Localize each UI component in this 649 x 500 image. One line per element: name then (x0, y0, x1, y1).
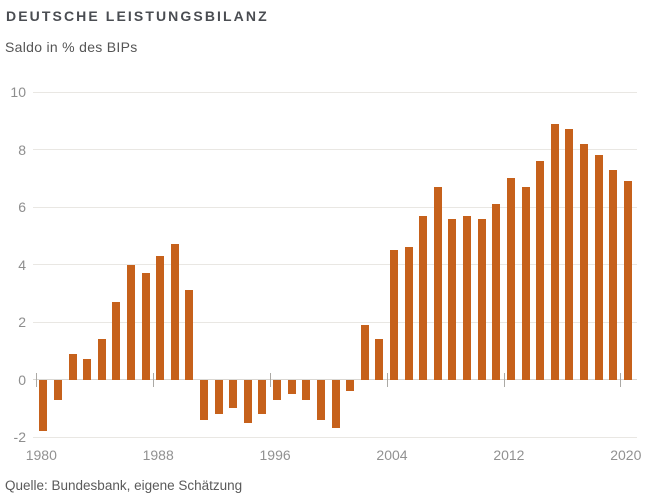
source-note: Quelle: Bundesbank, eigene Schätzung (5, 478, 243, 493)
bar-2002 (360, 324, 369, 380)
y-axis-label--2: -2 (13, 429, 26, 445)
bar-2011 (492, 204, 501, 380)
bar-2003 (375, 339, 384, 380)
bar-2009 (463, 215, 472, 380)
y-axis-label-10: 10 (10, 84, 26, 100)
bar-1995 (258, 379, 267, 414)
x-axis-label-1988: 1988 (142, 447, 174, 463)
bar-1990 (185, 290, 194, 380)
bar-2007 (433, 186, 442, 380)
bar-2016 (565, 129, 574, 380)
plot-area: 10 8 6 4 2 0 -2 1980 1988 1996 2004 2012 2020 (10, 84, 642, 463)
bar-1985 (112, 301, 121, 380)
bar-1992 (214, 379, 223, 414)
y-axis-label-8: 8 (18, 141, 26, 158)
chart-title: DEUTSCHE LEISTUNGSBILANZ (6, 8, 269, 24)
bar-2008 (448, 218, 457, 380)
x-axis-tick-1980 (35, 373, 37, 387)
bar-1997 (287, 379, 296, 394)
bar-1989 (170, 244, 179, 380)
chart-subtitle: Saldo in % des BIPs (5, 39, 138, 55)
bar-1982 (68, 353, 77, 380)
x-axis-label-1980: 1980 (25, 447, 57, 463)
gridline--2 (33, 436, 637, 438)
gridline-6 (33, 206, 637, 208)
bar-2017 (579, 143, 588, 380)
bar-1996 (273, 379, 282, 400)
bar-1983 (83, 359, 92, 380)
x-axis-tick-2012 (503, 373, 505, 387)
y-axis-label-6: 6 (18, 199, 26, 215)
bar-1991 (200, 379, 209, 420)
gridline-4 (33, 264, 637, 265)
x-axis-label-2020: 2020 (610, 447, 642, 463)
bar-2010 (477, 218, 486, 380)
bar-2000 (331, 379, 340, 429)
bar-1994 (243, 379, 252, 423)
bar-2005 (404, 247, 413, 380)
gridline-2 (33, 321, 637, 323)
bar-1998 (302, 379, 311, 400)
y-axis-label-2: 2 (18, 314, 26, 330)
bar-2020 (623, 181, 632, 380)
bar-2013 (521, 186, 530, 380)
x-axis-label-2012: 2012 (493, 447, 525, 463)
bar-1987 (141, 273, 150, 380)
bar-2018 (594, 155, 603, 380)
x-axis-label-1996: 1996 (259, 447, 291, 463)
y-axis-label-0: 0 (18, 371, 26, 388)
x-axis-tick-1996 (269, 373, 271, 387)
bar-2006 (419, 215, 428, 380)
bar-2001 (346, 379, 355, 391)
gridline-8 (33, 149, 637, 150)
bar-2019 (609, 169, 618, 380)
gridline-10 (33, 91, 637, 93)
bar-1993 (229, 379, 238, 409)
y-axis-label-4: 4 (18, 256, 26, 273)
bar-2015 (550, 123, 559, 380)
bar-1984 (97, 339, 106, 380)
x-axis-tick-2020 (620, 373, 622, 387)
x-axis-tick-2004 (386, 373, 388, 387)
x-axis-label-2004: 2004 (376, 447, 408, 463)
bar-2014 (536, 161, 545, 380)
x-axis-tick-1988 (152, 373, 154, 387)
bar-1981 (53, 379, 62, 400)
bar-1986 (126, 264, 135, 380)
bar-1988 (156, 255, 165, 380)
bar-2012 (506, 178, 515, 380)
bar-1980 (39, 379, 48, 432)
bar-2004 (390, 250, 398, 380)
bar-1999 (316, 379, 325, 420)
